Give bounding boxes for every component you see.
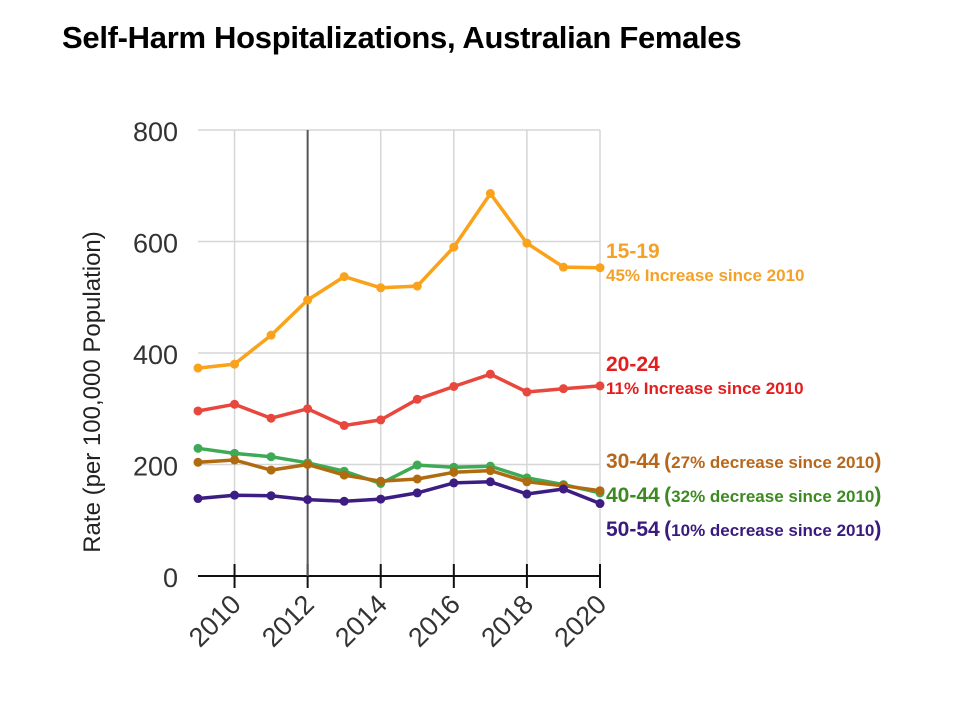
data-point-20-24 (339, 420, 349, 430)
data-point-40-44 (266, 452, 276, 462)
data-point-15-19 (558, 262, 568, 272)
annotation-open-paren: ( (664, 484, 672, 507)
data-point-20-24 (266, 413, 276, 423)
data-point-30-44 (376, 476, 386, 486)
data-point-30-44 (230, 455, 240, 465)
x-tick-label: 2020 (549, 589, 613, 653)
data-point-20-24 (485, 369, 495, 379)
series-line-20-24 (197, 372, 601, 428)
data-point-30-44 (412, 474, 422, 484)
x-tick-label: 2010 (183, 589, 247, 653)
tick-labels: 0 200 400 600 800 2010 2012 2014 2016 2018 2020 (133, 117, 612, 653)
axes (198, 130, 601, 588)
data-point-30-44 (303, 460, 313, 469)
x-tick-label: 2012 (256, 589, 320, 653)
annotation-label: 30-44 (606, 450, 660, 473)
data-point-30-44 (595, 486, 605, 496)
series-line-15-19 (197, 191, 601, 370)
data-point-30-44 (266, 465, 276, 475)
x-tick-label: 2014 (329, 589, 393, 653)
annotation-50-54: 50-54 (10% decrease since 2010) (606, 518, 881, 542)
data-point-50-54 (193, 494, 203, 504)
data-point-40-44 (193, 443, 203, 453)
annotation-40-44: 40-44 (32% decrease since 2010) (606, 484, 881, 508)
data-point-20-24 (558, 384, 568, 394)
data-point-50-54 (339, 496, 349, 506)
annotation-30-44: 30-44 (27% decrease since 2010) (606, 450, 881, 474)
data-point-30-44 (485, 466, 495, 476)
annotation-label: 20-24 (606, 353, 660, 376)
grid (198, 129, 601, 576)
data-point-40-44 (412, 460, 422, 470)
annotation-open-paren: ( (664, 518, 672, 541)
data-point-15-19 (303, 295, 313, 305)
data-point-15-19 (266, 330, 276, 340)
data-point-50-54 (303, 495, 313, 505)
annotation-20-24: 20-24 11% Increase since 2010 (606, 353, 804, 399)
data-point-15-19 (522, 238, 532, 248)
y-tick-label: 0 (163, 563, 178, 593)
data-point-50-54 (376, 494, 386, 504)
data-point-15-19 (485, 189, 495, 199)
data-point-50-54 (485, 477, 495, 487)
annotation-text: 32% decrease since 2010 (671, 487, 875, 506)
series-line-50-54 (197, 480, 601, 506)
x-tick-label: 2018 (475, 589, 539, 653)
data-point-20-24 (303, 404, 313, 414)
data-point-20-24 (522, 387, 532, 397)
x-tick-label: 2016 (402, 589, 466, 653)
annotation-close-paren: ) (874, 518, 882, 541)
data-point-20-24 (412, 394, 422, 404)
y-tick-label: 200 (133, 452, 178, 482)
data-point-20-24 (449, 381, 459, 391)
y-tick-label: 600 (133, 229, 178, 259)
annotation-label: 50-54 (606, 518, 660, 541)
data-point-15-19 (376, 283, 386, 293)
y-axis-label: Rate (per 100,000 Population) (79, 231, 106, 553)
data-point-15-19 (449, 242, 459, 252)
data-point-15-19 (339, 272, 349, 282)
data-point-50-54 (595, 499, 605, 509)
annotation-text: 27% decrease since 2010 (671, 453, 875, 472)
data-point-15-19 (412, 281, 422, 291)
data-point-50-54 (266, 491, 276, 501)
annotation-close-paren: ) (874, 450, 882, 473)
data-point-40-44 (230, 448, 240, 458)
annotation-close-paren: ) (874, 484, 882, 507)
data-point-50-54 (558, 484, 568, 494)
data-point-50-54 (230, 490, 240, 500)
annotation-label: 40-44 (606, 484, 660, 507)
series-line-40-44 (197, 446, 601, 495)
data-point-20-24 (595, 381, 605, 391)
data-point-30-44 (522, 477, 532, 487)
data-point-15-19 (230, 359, 240, 369)
y-tick-label: 400 (133, 340, 178, 370)
annotation-text: 10% decrease since 2010 (671, 521, 875, 540)
data-point-15-19 (595, 263, 605, 273)
annotation-15-19: 15-19 45% Increase since 2010 (606, 240, 804, 286)
annotation-label: 15-19 (606, 240, 660, 263)
data-point-15-19 (193, 363, 203, 373)
annotation-text: 11% Increase since 2010 (606, 379, 804, 398)
chart-title: Self-Harm Hospitalizations, Australian F… (62, 20, 742, 55)
data-point-50-54 (412, 488, 422, 498)
annotation-open-paren: ( (664, 450, 672, 473)
data-point-30-44 (449, 467, 459, 477)
data-point-20-24 (230, 399, 240, 409)
y-tick-label: 800 (133, 117, 178, 147)
data-point-30-44 (339, 470, 349, 480)
data-point-20-24 (193, 406, 203, 416)
data-point-50-54 (449, 478, 459, 488)
data-point-20-24 (376, 415, 386, 425)
data-point-30-44 (193, 457, 203, 467)
data-point-50-54 (522, 489, 532, 499)
series-line-30-44 (197, 458, 601, 493)
annotation-text: 45% Increase since 2010 (606, 266, 805, 285)
series-lines (193, 189, 605, 509)
